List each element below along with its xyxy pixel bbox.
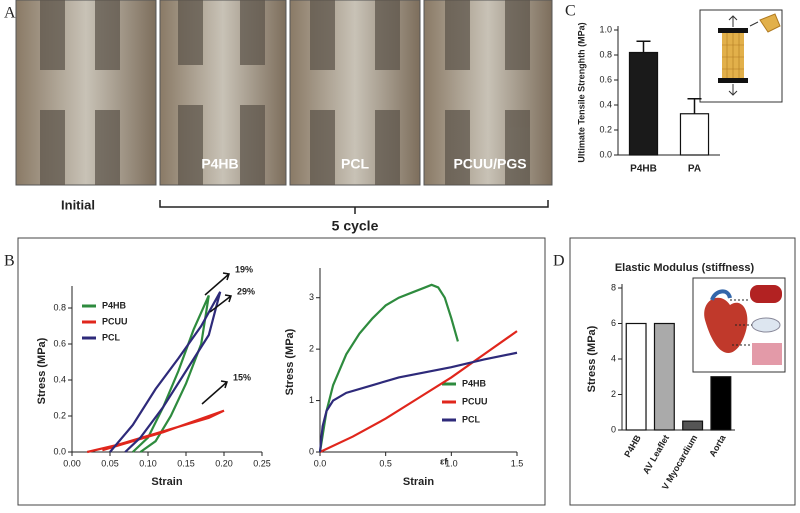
y-axis-label: Stress (MPa) xyxy=(284,328,296,395)
x-tick-label: P4HB xyxy=(630,164,657,175)
panel-box xyxy=(17,237,546,506)
x-axis-label: Strain xyxy=(403,476,434,488)
y-tick-label: 0.8 xyxy=(53,302,66,312)
panel-box xyxy=(569,237,796,506)
inset-diagram xyxy=(699,9,783,103)
y-tick-label: 0.4 xyxy=(53,374,66,384)
y-tick-label: 0.8 xyxy=(599,49,612,59)
x-tick-label: 0.20 xyxy=(215,458,233,468)
axis xyxy=(71,286,262,453)
x-tick-label: 0.0 xyxy=(314,458,327,468)
x-tick-label: Aorta xyxy=(707,432,728,458)
legend-label: PCL xyxy=(462,414,481,424)
x-tick-label: 0.25 xyxy=(253,458,271,468)
bar xyxy=(625,322,647,431)
photo-label: P4HB xyxy=(201,156,238,172)
axis xyxy=(319,268,517,453)
y-tick-label: 1.0 xyxy=(599,24,612,34)
y-tick-label: 2 xyxy=(611,389,616,399)
x-tick-label: 1.5 xyxy=(511,458,524,468)
bar xyxy=(679,113,710,156)
annotation: εf xyxy=(440,456,448,466)
grips xyxy=(40,0,530,185)
arrow xyxy=(204,272,230,296)
y-axis-label: Ultimate Tensile Strenghth (MPa) xyxy=(576,22,586,162)
photo-label: PCUU/PGS xyxy=(453,156,526,172)
bracket xyxy=(159,200,549,214)
y-tick-label: 0 xyxy=(309,446,314,456)
panel-label: B xyxy=(4,253,15,270)
series-line xyxy=(132,294,210,453)
y-tick-label: 0.4 xyxy=(599,99,612,109)
legend-label: PCUU xyxy=(462,396,488,406)
x-tick-label: 0.10 xyxy=(139,458,157,468)
y-axis-label: Stress (MPa) xyxy=(36,337,48,404)
x-tick-label: AV Leaflet xyxy=(641,433,671,476)
y-tick-label: 6 xyxy=(611,318,616,328)
x-tick-label: 0.00 xyxy=(63,458,81,468)
series-line xyxy=(319,330,518,453)
x-tick-label: 0.15 xyxy=(177,458,195,468)
legend-label: PCL xyxy=(102,332,121,342)
x-tick-label: 1.0 xyxy=(445,458,458,468)
y-tick-label: 4 xyxy=(611,353,616,363)
photos xyxy=(15,0,553,214)
y-tick-label: 0 xyxy=(611,424,616,434)
x-tick-label: PA xyxy=(688,164,701,175)
error-bar xyxy=(636,40,651,53)
legend-label: P4HB xyxy=(462,378,487,388)
series-line xyxy=(109,291,222,453)
panel-label: A xyxy=(4,5,16,22)
error-bar xyxy=(687,98,702,114)
bar xyxy=(682,420,704,431)
annotation: 29% xyxy=(237,286,255,296)
y-tick-label: 0.2 xyxy=(599,124,612,134)
y-tick-label: 3 xyxy=(309,292,314,302)
series-line xyxy=(318,351,518,453)
series-line xyxy=(318,283,459,453)
y-tick-label: 0.6 xyxy=(53,338,66,348)
bar xyxy=(653,322,675,431)
y-axis-label: Stress (MPa) xyxy=(586,325,598,392)
photo-label: Initial xyxy=(61,197,95,212)
y-tick-label: 0.0 xyxy=(53,446,66,456)
photo-label: PCL xyxy=(341,156,369,172)
bar xyxy=(628,51,659,156)
arrow xyxy=(209,294,232,313)
photo xyxy=(15,0,157,186)
panel-label: D xyxy=(553,253,565,270)
legend-label: P4HB xyxy=(102,300,127,310)
chart-title: Elastic Modulus (stiffness) xyxy=(615,262,755,274)
annotation: 15% xyxy=(233,372,251,382)
x-tick-label: 0.5 xyxy=(379,458,392,468)
y-tick-label: 1 xyxy=(309,395,314,405)
bracket-label: 5 cycle xyxy=(332,218,379,234)
legend-label: PCUU xyxy=(102,316,128,326)
panel-label: C xyxy=(565,3,576,20)
y-tick-label: 0.6 xyxy=(599,74,612,84)
x-axis-label: Strain xyxy=(151,476,182,488)
y-tick-label: 0.0 xyxy=(599,149,612,159)
y-tick-label: 8 xyxy=(611,282,616,292)
series-line xyxy=(86,409,225,454)
x-tick-label: 0.05 xyxy=(101,458,119,468)
inset-diagram xyxy=(692,277,786,373)
annotation: 19% xyxy=(235,264,253,274)
x-tick-label: P4HB xyxy=(622,433,643,459)
y-tick-label: 2 xyxy=(309,344,314,354)
bar xyxy=(710,376,732,431)
y-tick-label: 0.2 xyxy=(53,410,66,420)
arrow xyxy=(201,380,228,405)
